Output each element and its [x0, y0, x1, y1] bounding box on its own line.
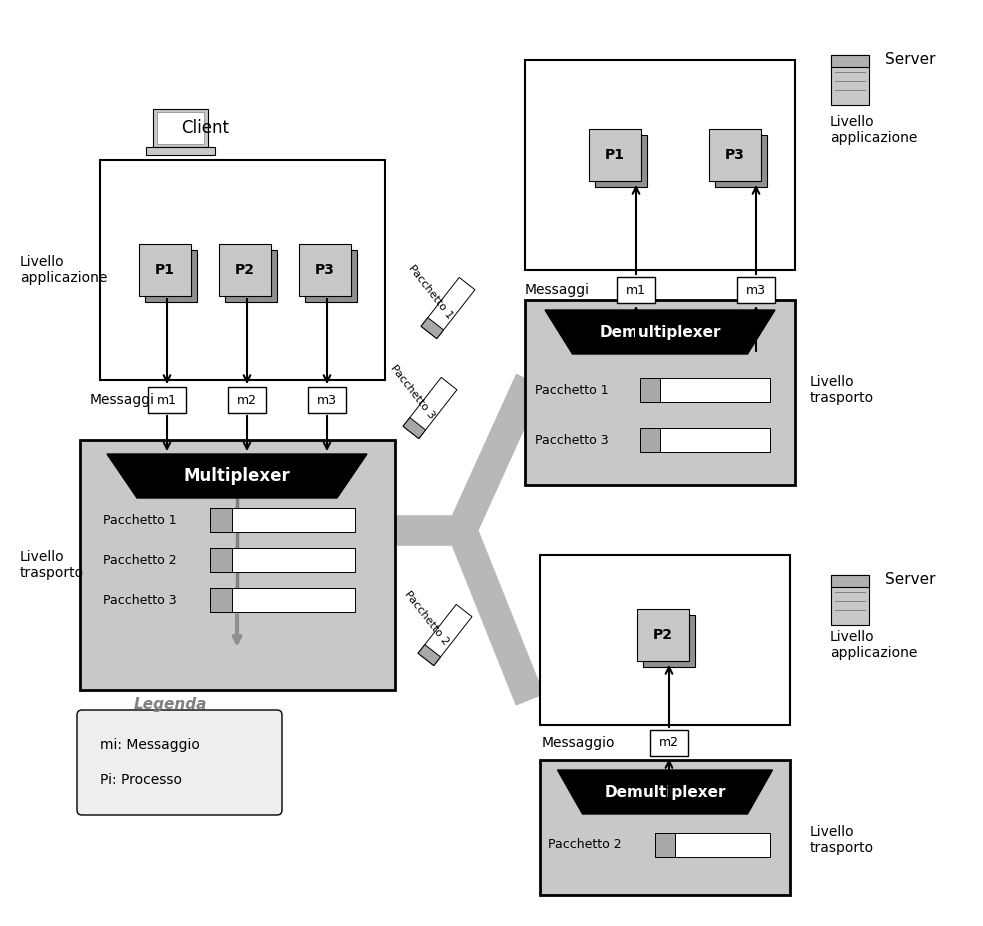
Text: Server: Server — [885, 53, 936, 68]
Bar — [148, 387, 186, 413]
Bar — [421, 318, 443, 339]
Bar — [640, 378, 770, 402]
Bar — [655, 833, 770, 857]
Bar — [595, 135, 647, 187]
Bar — [403, 378, 457, 439]
Text: Pacchetto 3: Pacchetto 3 — [103, 594, 177, 607]
Bar — [100, 160, 385, 380]
Bar — [540, 555, 790, 725]
Bar — [540, 760, 790, 895]
Text: Livello
trasporto: Livello trasporto — [20, 550, 85, 580]
Text: Messaggi: Messaggi — [90, 393, 155, 407]
Bar — [418, 644, 440, 666]
Text: Demultiplexer: Demultiplexer — [600, 324, 721, 340]
Text: P3: P3 — [725, 148, 745, 162]
Polygon shape — [545, 310, 775, 354]
Bar — [589, 129, 641, 181]
Text: P3: P3 — [316, 263, 335, 277]
Bar — [831, 575, 869, 625]
Bar — [152, 109, 207, 147]
Text: Livello
applicazione: Livello applicazione — [830, 630, 917, 660]
Bar — [145, 250, 197, 302]
Text: Pacchetto 1: Pacchetto 1 — [406, 263, 454, 320]
Bar — [403, 418, 426, 439]
Text: P1: P1 — [155, 263, 175, 277]
Bar — [308, 387, 346, 413]
Bar — [640, 428, 660, 452]
Bar — [709, 129, 761, 181]
Text: Client: Client — [181, 119, 229, 137]
Text: mi: Messaggio: mi: Messaggio — [100, 738, 200, 752]
Bar — [210, 508, 355, 532]
Text: Messaggi: Messaggi — [525, 283, 590, 297]
Text: Messaggio: Messaggio — [542, 736, 615, 750]
Text: m1: m1 — [626, 283, 646, 296]
Bar — [640, 428, 770, 452]
Text: Pacchetto 3: Pacchetto 3 — [535, 433, 608, 446]
Bar — [156, 112, 203, 144]
Text: Pi: Processo: Pi: Processo — [100, 773, 182, 787]
Text: m2: m2 — [237, 394, 257, 407]
Polygon shape — [107, 454, 367, 498]
Text: P1: P1 — [605, 148, 625, 162]
FancyBboxPatch shape — [77, 710, 282, 815]
Bar — [210, 548, 355, 572]
Bar — [640, 378, 660, 402]
Text: m2: m2 — [659, 736, 679, 749]
Bar — [145, 147, 214, 155]
Text: Demultiplexer: Demultiplexer — [605, 784, 725, 799]
Bar — [637, 609, 689, 661]
Bar — [831, 575, 869, 587]
Bar — [525, 60, 795, 270]
Bar — [525, 300, 795, 485]
Bar — [737, 277, 775, 303]
Text: Pacchetto 2: Pacchetto 2 — [403, 589, 451, 647]
Text: Livello
applicazione: Livello applicazione — [20, 255, 107, 285]
Circle shape — [847, 577, 853, 583]
Text: m3: m3 — [317, 394, 337, 407]
Bar — [210, 548, 232, 572]
Bar — [228, 387, 266, 413]
Polygon shape — [557, 770, 773, 814]
Bar — [299, 244, 351, 296]
Bar — [831, 55, 869, 67]
Text: Pacchetto 1: Pacchetto 1 — [535, 383, 608, 396]
Bar — [418, 605, 472, 666]
Circle shape — [847, 57, 853, 63]
Bar — [655, 833, 675, 857]
Text: P2: P2 — [235, 263, 255, 277]
Text: Livello
trasporto: Livello trasporto — [810, 825, 874, 855]
Text: Livello
applicazione: Livello applicazione — [830, 115, 917, 145]
Bar — [421, 278, 475, 339]
Bar — [715, 135, 767, 187]
Text: Livello
trasporto: Livello trasporto — [810, 375, 874, 405]
Bar — [650, 730, 688, 756]
Bar — [643, 615, 695, 667]
Bar — [210, 588, 355, 612]
Text: m3: m3 — [746, 283, 766, 296]
Text: P2: P2 — [653, 628, 673, 642]
Bar — [210, 588, 232, 612]
Text: Pacchetto 3: Pacchetto 3 — [388, 363, 436, 420]
Bar — [225, 250, 277, 302]
Text: m1: m1 — [157, 394, 177, 407]
Text: Pacchetto 2: Pacchetto 2 — [103, 554, 177, 567]
Bar — [305, 250, 357, 302]
Text: Server: Server — [885, 572, 936, 587]
Bar — [219, 244, 271, 296]
Text: Legenda: Legenda — [134, 697, 206, 712]
Text: Multiplexer: Multiplexer — [184, 467, 290, 485]
Bar — [210, 508, 232, 532]
Text: Pacchetto 1: Pacchetto 1 — [103, 514, 177, 527]
Text: Pacchetto 2: Pacchetto 2 — [548, 839, 621, 852]
Bar — [139, 244, 191, 296]
Bar — [617, 277, 655, 303]
Bar — [80, 440, 395, 690]
Bar — [831, 55, 869, 105]
